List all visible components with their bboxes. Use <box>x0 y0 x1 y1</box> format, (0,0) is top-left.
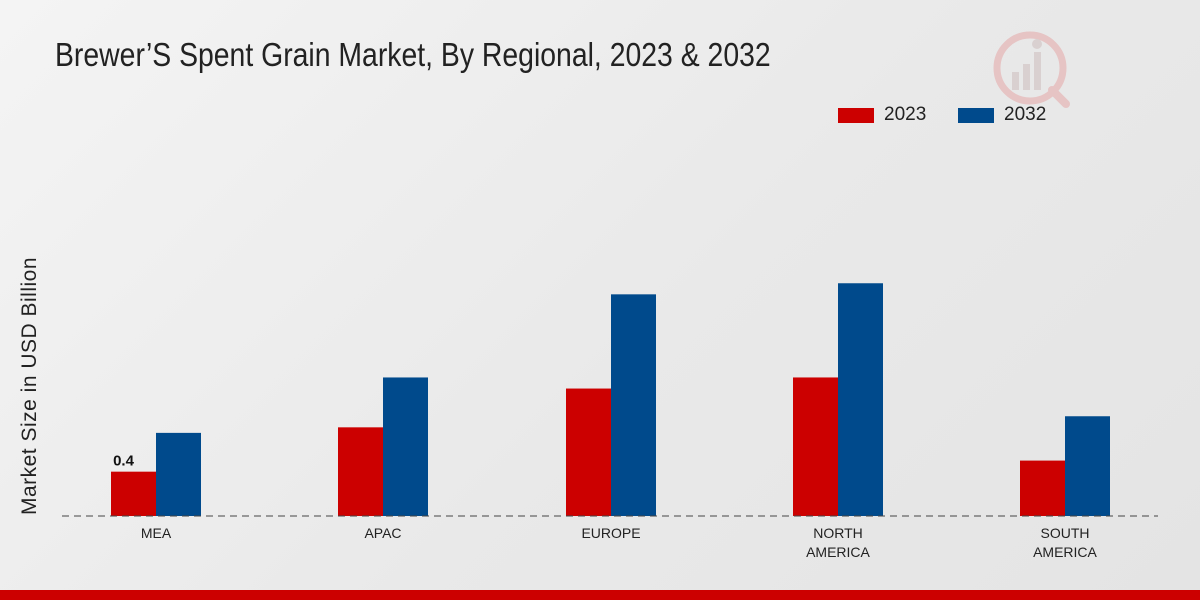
bar-2032-south-america <box>1065 416 1110 516</box>
bar-2023-mea <box>111 471 156 516</box>
bar-2023-south-america <box>1020 460 1065 516</box>
chart-title: Brewer’S Spent Grain Market, By Regional… <box>55 36 771 73</box>
x-tick-label-apac: APAC <box>364 525 401 541</box>
bar-2023-europe <box>566 388 611 516</box>
legend-swatch-2032 <box>958 107 994 123</box>
bottom-accent-bar <box>0 590 1200 600</box>
bar-2032-north-america <box>838 283 883 516</box>
bar-2023-north-america <box>793 377 838 516</box>
bar-2032-mea <box>156 432 201 516</box>
legend-item-2032: 2032 <box>958 104 1046 126</box>
x-tick-label-europe: EUROPE <box>581 525 640 541</box>
bar-2032-apac <box>383 377 428 516</box>
brand-logo-icon <box>993 31 1070 108</box>
bar-2023-apac <box>338 427 383 516</box>
legend-item-2023: 2023 <box>838 104 926 126</box>
x-tick-label-mea: MEA <box>141 525 172 541</box>
x-tick-label-north-america-line1: NORTH <box>813 525 863 541</box>
x-tick-label-south-america-line1: SOUTH <box>1041 525 1090 541</box>
x-tick-label-south-america-line2: AMERICA <box>1033 544 1097 560</box>
data-label-2023-mea: 0.4 <box>113 453 135 470</box>
legend-swatch-2023 <box>838 107 874 123</box>
legend-label-2032: 2032 <box>1004 104 1047 125</box>
x-tick-label-north-america-line2: AMERICA <box>806 544 870 560</box>
legend-label-2023: 2023 <box>884 104 927 125</box>
bar-2032-europe <box>611 294 656 516</box>
